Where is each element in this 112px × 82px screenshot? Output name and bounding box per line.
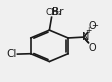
Text: Cl: Cl <box>6 49 16 59</box>
Text: N: N <box>82 32 90 42</box>
Text: O: O <box>89 21 96 31</box>
Text: O: O <box>89 43 96 53</box>
Text: +: + <box>86 26 92 35</box>
Text: CH₂: CH₂ <box>45 8 62 17</box>
Text: −: − <box>92 21 99 30</box>
Text: Br: Br <box>52 7 64 17</box>
